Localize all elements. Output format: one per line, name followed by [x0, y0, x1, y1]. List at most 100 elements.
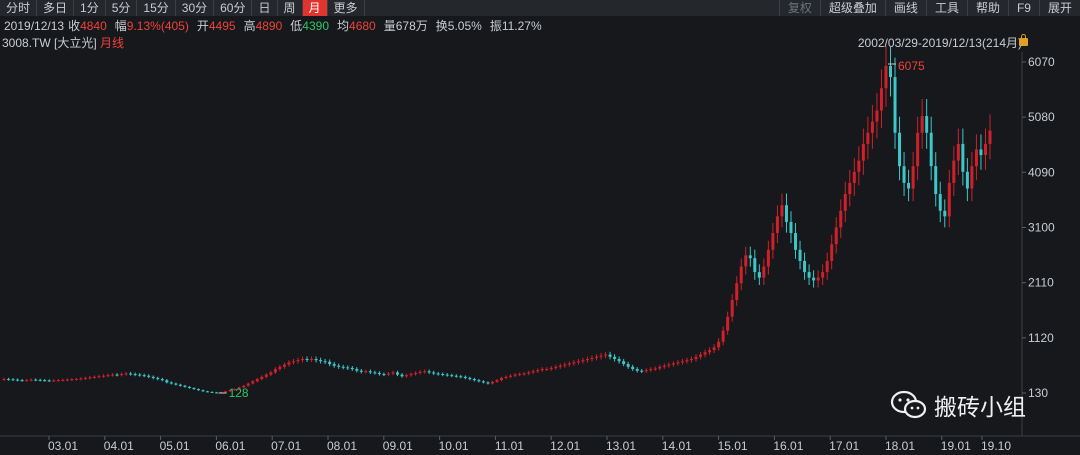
candle-body-40 — [183, 385, 187, 387]
candle-body-150 — [680, 361, 684, 363]
candle-body-95 — [432, 372, 436, 374]
x-tick-label-4: 07.01 — [271, 439, 301, 453]
candle-body-106 — [481, 381, 485, 383]
candle-body-20 — [92, 376, 96, 378]
candle-body-50 — [228, 390, 232, 392]
candle-body-35 — [160, 379, 164, 381]
candle-body-4 — [20, 380, 24, 382]
candle-body-162 — [735, 283, 739, 300]
candle-body-31 — [142, 375, 146, 377]
watermark: 搬砖小组 — [890, 388, 1026, 422]
tool-menu-1[interactable]: 超级叠加 — [819, 0, 885, 16]
candle-body-103 — [468, 377, 472, 380]
amplitude-value: 11.27% — [501, 19, 542, 33]
candle-body-47 — [215, 392, 219, 394]
volume-label: 量 — [383, 19, 396, 33]
candle-body-138 — [626, 364, 630, 367]
candle-body-157 — [712, 347, 716, 351]
tool-menu-6[interactable]: 展开 — [1038, 0, 1080, 16]
candle-body-37 — [169, 382, 173, 384]
candle-body-206 — [934, 166, 938, 195]
x-tick-label-0: 03.01 — [48, 439, 78, 453]
candle-body-184 — [834, 227, 838, 245]
candle-body-210 — [952, 160, 956, 183]
candle-body-126 — [572, 362, 576, 364]
candle-body-203 — [920, 116, 924, 133]
candle-body-154 — [699, 354, 703, 357]
x-tick-label-17: 19.10 — [981, 439, 1011, 453]
candle-body-45 — [206, 391, 210, 393]
candle-body-147 — [667, 364, 671, 366]
period-tab-8[interactable]: 周 — [278, 0, 303, 16]
open-label: 开 — [196, 19, 209, 33]
candle-body-85 — [386, 373, 390, 375]
candle-body-156 — [708, 350, 712, 353]
close-value: 4840 — [80, 19, 107, 33]
candle-body-57 — [260, 376, 264, 380]
period-tab-9[interactable]: 月 — [302, 0, 328, 16]
period-tabs: 分时 多日 1分 5分 15分 30分 60分日周月更多 — [0, 0, 365, 16]
candle-body-84 — [382, 374, 386, 376]
candle-body-192 — [870, 121, 874, 133]
candle-body-39 — [178, 384, 182, 386]
candle-body-25 — [115, 374, 119, 376]
period-tab-5[interactable]: 30分 — [176, 0, 215, 16]
candle-body-55 — [251, 381, 255, 384]
candle-body-118 — [536, 370, 540, 372]
candle-body-170 — [771, 233, 775, 250]
candle-body-77 — [350, 367, 354, 370]
candle-body-197 — [893, 77, 897, 133]
candle-body-88 — [400, 374, 404, 377]
candle-body-124 — [563, 364, 567, 366]
candle-body-160 — [726, 316, 730, 331]
candle-body-117 — [531, 371, 535, 373]
tool-menu-2[interactable]: 画线 — [884, 0, 926, 16]
candle-body-6 — [29, 379, 33, 381]
period-tab-1[interactable]: 多日 — [37, 0, 75, 16]
candle-body-17 — [79, 378, 83, 380]
candle-body-7 — [34, 379, 38, 381]
date-range[interactable]: 2002/03/29-2019/12/13(214月) — [857, 36, 1022, 50]
candle-body-148 — [671, 363, 675, 365]
candle-body-183 — [830, 244, 834, 261]
period-tab-0[interactable]: 分时 — [0, 0, 38, 16]
candle-body-188 — [852, 171, 856, 183]
candle-body-76 — [346, 367, 350, 369]
candle-body-51 — [233, 389, 237, 391]
period-tab-3[interactable]: 5分 — [106, 0, 138, 16]
close-label: 收 — [68, 19, 81, 33]
tool-menu-0[interactable]: 复权 — [778, 0, 820, 16]
candle-body-74 — [337, 365, 341, 367]
candle-body-153 — [694, 356, 698, 360]
period-tab-4[interactable]: 15分 — [137, 0, 176, 16]
tool-menu-4[interactable]: 帮助 — [966, 0, 1008, 16]
candle-body-158 — [717, 341, 721, 348]
x-tick-label-10: 13.01 — [606, 439, 636, 453]
period-tab-7[interactable]: 日 — [252, 0, 278, 16]
candle-body-99 — [450, 375, 454, 377]
candle-body-29 — [133, 374, 137, 376]
candle-body-93 — [423, 371, 427, 373]
tool-menu-5[interactable]: F9 — [1007, 0, 1039, 16]
candle-body-120 — [545, 369, 549, 371]
candle-body-44 — [201, 390, 205, 392]
tool-menu-3[interactable]: 工具 — [925, 0, 967, 16]
lock-icon[interactable] — [1019, 34, 1028, 46]
candle-body-72 — [328, 361, 332, 365]
candle-body-202 — [916, 132, 920, 167]
candle-body-218 — [988, 130, 992, 144]
period-tab-6[interactable]: 60分 — [214, 0, 253, 16]
candle-body-1 — [7, 379, 11, 381]
x-tick-label-6: 09.01 — [383, 439, 413, 453]
y-tick-label-0: 6070 — [1028, 55, 1055, 69]
high-value: 4890 — [255, 19, 283, 33]
candle-body-58 — [264, 374, 268, 377]
candle-body-166 — [753, 258, 757, 273]
candle-body-208 — [943, 210, 947, 217]
candle-body-152 — [689, 359, 693, 361]
period-tab-2[interactable]: 1分 — [74, 0, 106, 16]
candle-body-180 — [816, 277, 820, 281]
period-tab-10[interactable]: 更多 — [328, 0, 365, 16]
candle-body-196 — [888, 65, 892, 78]
